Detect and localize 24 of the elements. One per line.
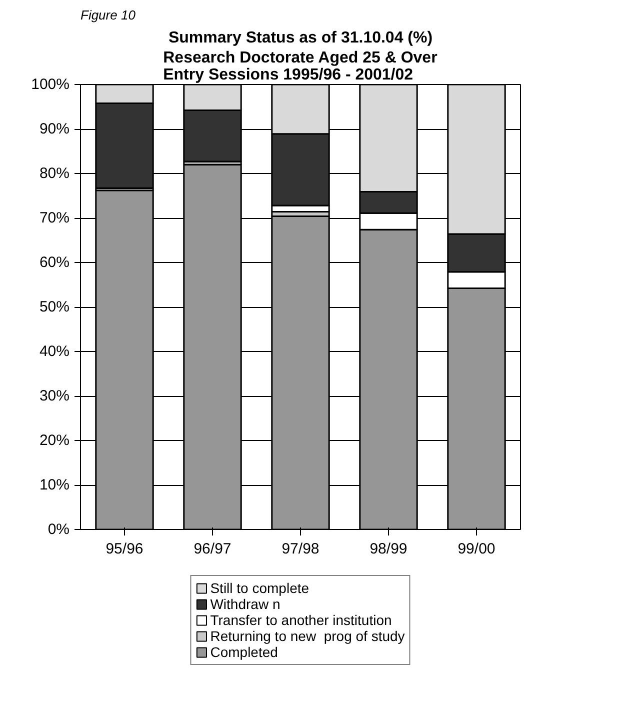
y-tick-label: 90% <box>39 120 70 138</box>
caption: Figure 10 <box>80 8 136 22</box>
legend-label: Still to complete <box>210 580 310 596</box>
legend-label: Returning to new prog of study <box>210 628 405 644</box>
x-tick-label: 95/96 <box>106 540 144 558</box>
x-tick-label: 97/98 <box>282 540 320 558</box>
y-tick-label: 80% <box>39 165 70 182</box>
y-tick-label: 10% <box>39 476 70 494</box>
chart-subtitle: Research Doctorate Aged 25 & Over Entry Sessions 1995/96 - 2001/02 <box>163 50 438 84</box>
x-tick-label: 99/00 <box>458 540 496 558</box>
x-tick-label: 98/99 <box>370 540 408 558</box>
y-tick-label: 40% <box>39 343 70 360</box>
x-tick-label: 96/97 <box>194 540 232 558</box>
y-tick-label: 70% <box>39 210 70 226</box>
y-tick-label: 30% <box>39 388 70 404</box>
legend-label: Completed <box>210 644 278 660</box>
chart-title: Summary Status as of 31.10.04 (%) <box>168 30 433 46</box>
y-tick-label: 100% <box>31 76 70 93</box>
legend-label: Withdraw n <box>210 596 280 612</box>
y-tick-label: 0% <box>48 521 70 538</box>
y-tick-label: 50% <box>39 298 70 316</box>
y-tick-label: 60% <box>39 254 70 271</box>
y-tick-label: 20% <box>39 432 70 449</box>
legend-label: Transfer to another institution <box>210 612 392 628</box>
